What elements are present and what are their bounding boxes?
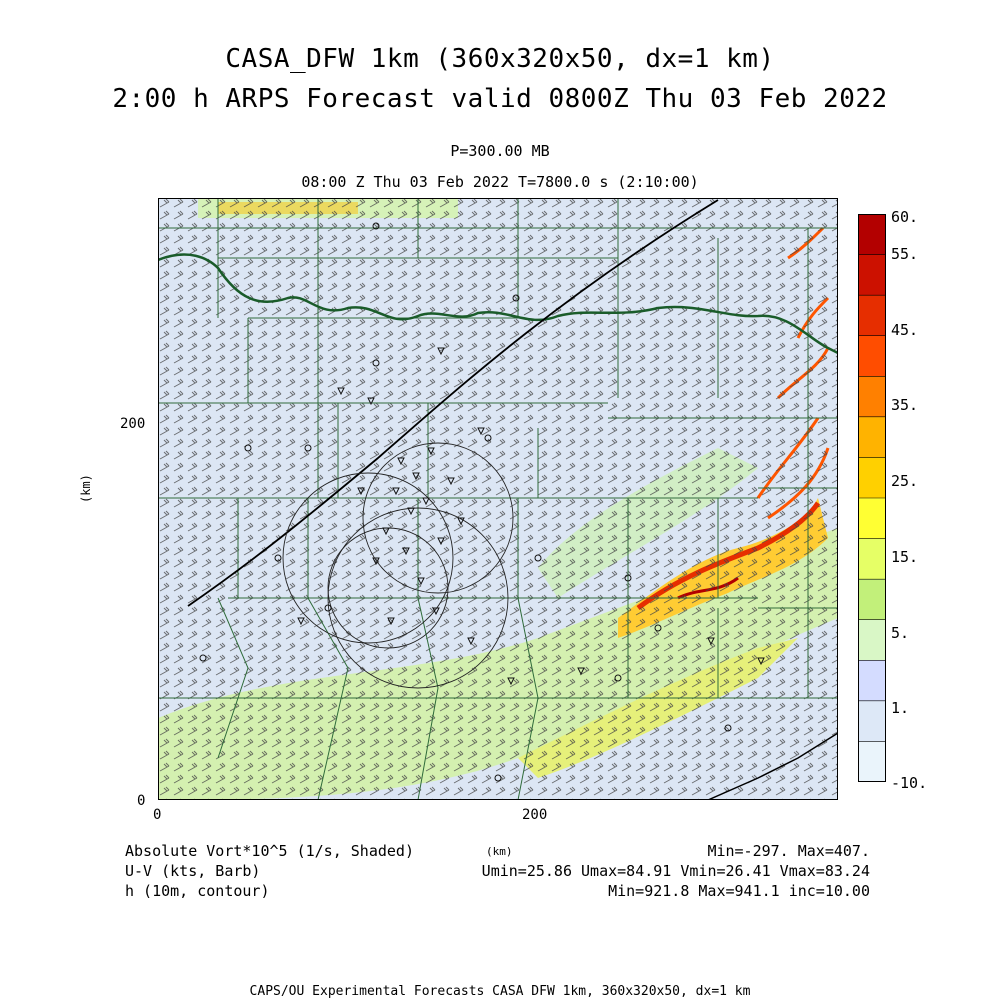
colorbar-cell	[858, 741, 886, 782]
colorbar-cell	[858, 214, 886, 256]
colorbar-label-45: 45.	[891, 321, 919, 339]
colorbar-label-25: 25.	[891, 472, 919, 490]
colorbar-label-55: 55.	[891, 245, 919, 263]
title-line-1: CASA_DFW 1km (360x320x50, dx=1 km)	[225, 44, 775, 74]
station-markers	[199, 222, 765, 782]
colorbar	[858, 214, 886, 782]
valid-time-line: 08:00 Z Thu 03 Feb 2022 T=7800.0 s (2:10…	[301, 173, 699, 191]
colorbar-label-35: 35.	[891, 396, 919, 414]
forecast-map	[158, 198, 838, 800]
x-axis-label: (km)	[486, 845, 513, 858]
y-tick-200: 200	[120, 416, 146, 432]
pressure-level: P=300.00 MB	[450, 142, 550, 160]
legend-wind: U-V (kts, Barb)	[125, 862, 261, 880]
wind-range: Umin=25.86 Umax=84.91 Vmin=26.41 Vmax=83…	[481, 862, 870, 880]
legend-height: h (10m, contour)	[125, 882, 270, 900]
colorbar-cell	[858, 295, 886, 337]
credit-line: CAPS/OU Experimental Forecasts CASA DFW …	[249, 984, 751, 999]
colorbar-cell	[858, 376, 886, 418]
colorbar-label-minus10: -10.	[891, 774, 928, 792]
title-line-2: 2:00 h ARPS Forecast valid 0800Z Thu 03 …	[112, 84, 888, 114]
y-tick-0: 0	[137, 793, 146, 809]
height-range: Min=921.8 Max=941.1 inc=10.00	[608, 882, 870, 900]
map-frame	[158, 198, 838, 800]
colorbar-label-60: 60.	[891, 208, 919, 226]
colorbar-cell	[858, 254, 886, 296]
track-line	[187, 199, 719, 607]
colorbar-label-5: 5.	[891, 624, 910, 642]
colorbar-frame	[858, 214, 886, 782]
x-tick-200: 200	[522, 807, 548, 823]
wind-barbs	[158, 198, 838, 800]
vorticity-range: Min=-297. Max=407.	[707, 842, 870, 860]
colorbar-cell	[858, 579, 886, 621]
colorbar-cell	[858, 538, 886, 580]
colorbar-cell	[858, 335, 886, 377]
coast-line	[707, 732, 838, 800]
colorbar-cell	[858, 619, 886, 661]
state-border	[158, 253, 838, 355]
county-lines	[158, 198, 838, 800]
x-tick-0: 0	[153, 807, 162, 823]
colorbar-cell	[858, 498, 886, 540]
colorbar-label-1: 1.	[891, 699, 910, 717]
colorbar-label-15: 15.	[891, 548, 919, 566]
colorbar-cell	[858, 660, 886, 702]
colorbar-cell	[858, 700, 886, 742]
colorbar-cell	[858, 416, 886, 458]
legend-vorticity: Absolute Vort*10^5 (1/s, Shaded)	[125, 842, 414, 860]
y-axis-label: (km)	[79, 474, 93, 503]
colorbar-cell	[858, 457, 886, 499]
